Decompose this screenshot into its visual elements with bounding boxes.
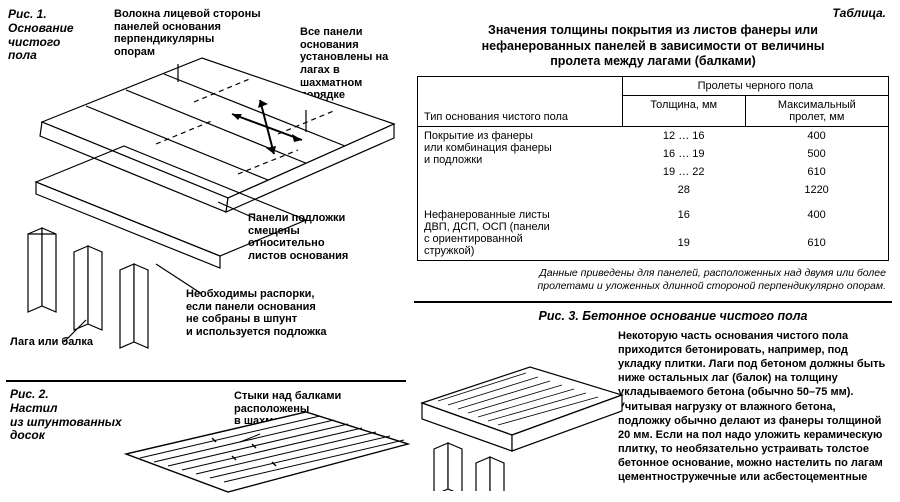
table-cell: 12 … 16 bbox=[622, 126, 745, 145]
table-cell: 28 bbox=[622, 181, 745, 199]
figure-1-diagram bbox=[6, 6, 412, 372]
figure-3-title: Рис. 3. Бетонное основание чистого пола bbox=[454, 309, 892, 323]
figure-2-diagram bbox=[6, 382, 412, 502]
table-cell: 19 bbox=[622, 234, 745, 260]
table-tag: Таблица. bbox=[414, 6, 886, 20]
table-cell: 1220 bbox=[745, 181, 888, 199]
figure-2: Рис. 2. Настил из шпунтованных досок Сты… bbox=[6, 380, 406, 500]
figure-1: Рис. 1. Основание чистого пола Волокна л… bbox=[6, 6, 406, 376]
left-column: Рис. 1. Основание чистого пола Волокна л… bbox=[0, 0, 410, 500]
table-group1-name: Покрытие из фанеры или комбинация фанеры… bbox=[418, 126, 623, 199]
figure-3: Рис. 3. Бетонное основание чистого пола … bbox=[414, 301, 892, 491]
table-cell: 400 bbox=[745, 126, 888, 145]
table-cell: 500 bbox=[745, 145, 888, 163]
figure-3-diagram bbox=[414, 341, 624, 491]
thickness-table: Тип основания чистого пола Пролеты черно… bbox=[417, 76, 889, 261]
table-cell: 610 bbox=[745, 163, 888, 181]
figure-3-text: Некоторую часть основания чистого пола п… bbox=[618, 329, 886, 484]
table-col-type: Тип основания чистого пола bbox=[418, 76, 623, 126]
table-row: Нефанерованные листы ДВП, ДСП, ОСП (пане… bbox=[418, 199, 889, 234]
right-column: Таблица. Значения толщины покрытия из ли… bbox=[410, 0, 900, 500]
table-title: Значения толщины покрытия из листов фане… bbox=[414, 23, 892, 70]
table-cell: 16 bbox=[622, 199, 745, 234]
table-col-thickness: Толщина, мм bbox=[622, 95, 745, 126]
table-footnote: Данные приведены для панелей, расположен… bbox=[414, 267, 886, 293]
table-row: Покрытие из фанеры или комбинация фанеры… bbox=[418, 126, 889, 145]
table-cell: 16 … 19 bbox=[622, 145, 745, 163]
table-header-span: Пролеты черного пола bbox=[622, 76, 888, 95]
table-group2-name: Нефанерованные листы ДВП, ДСП, ОСП (пане… bbox=[418, 199, 623, 261]
table-cell: 400 bbox=[745, 199, 888, 234]
table-cell: 19 … 22 bbox=[622, 163, 745, 181]
table-cell: 610 bbox=[745, 234, 888, 260]
table-col-maxspan: Максимальный пролет, мм bbox=[745, 95, 888, 126]
